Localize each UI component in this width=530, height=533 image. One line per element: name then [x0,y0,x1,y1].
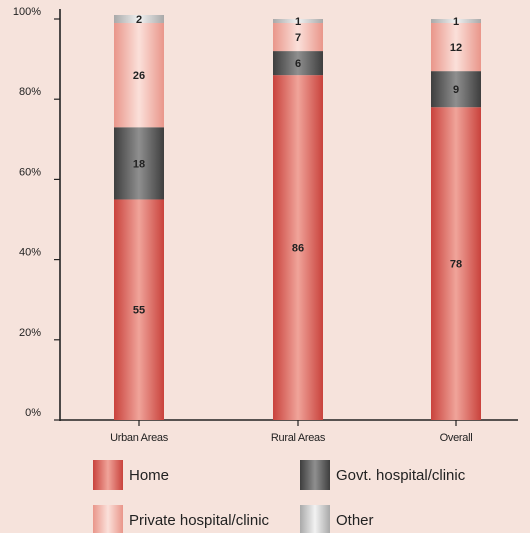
legend-label-private-hospital-clinic: Private hospital/clinic [129,512,270,529]
bar-rural-areas-govt-hospital-clinic [273,51,323,76]
legend-swatch-private-hospital-clinic [93,505,123,533]
segment-labels: 55 18 26 2 86 6 7 1 78 9 12 1 [133,14,462,317]
data-label-overall-home: 78 [450,259,462,271]
bar-urban-areas-home [114,199,164,420]
y-tick-label: 60% [19,166,41,178]
x-tick-label-urban-areas: Urban Areas [110,432,169,444]
data-label-urban-areas-home: 55 [133,305,145,317]
bar-urban-areas-govt-hospital-clinic [114,127,164,200]
bar-urban-areas-private-hospital-clinic [114,23,164,128]
data-label-urban-areas-govt-hospital-clinic: 18 [133,158,145,170]
data-label-rural-areas-other: 1 [295,16,301,28]
legend-swatch-other [300,505,330,533]
data-label-rural-areas-home: 86 [292,243,304,255]
data-label-overall-other: 1 [453,16,459,28]
data-label-urban-areas-private-hospital-clinic: 26 [133,70,145,82]
x-tick-label-overall: Overall [440,432,473,444]
legend-label-govt-hospital-clinic: Govt. hospital/clinic [336,467,466,484]
bar-rural-areas-private-hospital-clinic [273,23,323,52]
legend-label-home: Home [129,467,169,484]
bar-urban-areas-other [114,14,164,24]
bars [114,14,481,420]
y-tick-label: 80% [19,86,41,98]
data-label-rural-areas-private-hospital-clinic: 7 [295,32,301,44]
bar-overall-home [431,107,481,420]
data-label-urban-areas-other: 2 [136,14,142,26]
data-label-overall-govt-hospital-clinic: 9 [453,84,459,96]
bar-rural-areas-home [273,75,323,420]
legend: Home Govt. hospital/clinic Private hospita… [93,460,466,533]
data-label-overall-private-hospital-clinic: 12 [450,42,462,54]
y-tick-label: 0% [25,407,41,419]
x-tick-label-rural-areas: Rural Areas [271,432,326,444]
y-tick-label: 20% [19,327,41,339]
data-label-rural-areas-govt-hospital-clinic: 6 [295,58,301,70]
bar-overall-govt-hospital-clinic [431,71,481,108]
legend-swatch-govt-hospital-clinic [300,460,330,490]
bar-overall-other [431,19,481,24]
y-tick-label: 40% [19,247,41,259]
legend-swatch-home [93,460,123,490]
y-tick-label: 100% [13,6,41,18]
bar-overall-private-hospital-clinic [431,23,481,72]
legend-label-other: Other [336,512,374,529]
bar-rural-areas-other [273,19,323,24]
